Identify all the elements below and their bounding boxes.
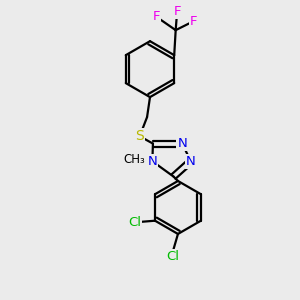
Text: Cl: Cl: [166, 250, 179, 263]
Text: F: F: [153, 11, 160, 23]
Text: N: N: [186, 155, 196, 168]
Text: Cl: Cl: [128, 216, 141, 229]
Text: S: S: [135, 129, 144, 143]
Text: F: F: [173, 4, 181, 17]
Text: F: F: [190, 15, 197, 28]
Text: CH₃: CH₃: [124, 153, 146, 166]
Text: N: N: [148, 155, 157, 168]
Text: N: N: [178, 137, 187, 150]
